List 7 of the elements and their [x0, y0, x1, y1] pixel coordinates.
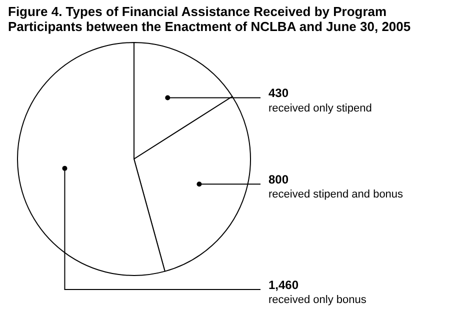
data-label: 430 [268, 86, 289, 100]
chart-title: Figure 4. Types of Financial Assistance Received by Program Participants between the Enactment of NCLBA and June 30, 2005 [8, 4, 412, 34]
slice-label: received only stipend [268, 102, 372, 114]
slice-label: received only bonus [268, 294, 367, 306]
data-label: 800 [268, 172, 289, 186]
slice-label: received stipend and bonus [268, 188, 404, 201]
data-label: 1,460 [268, 278, 299, 292]
